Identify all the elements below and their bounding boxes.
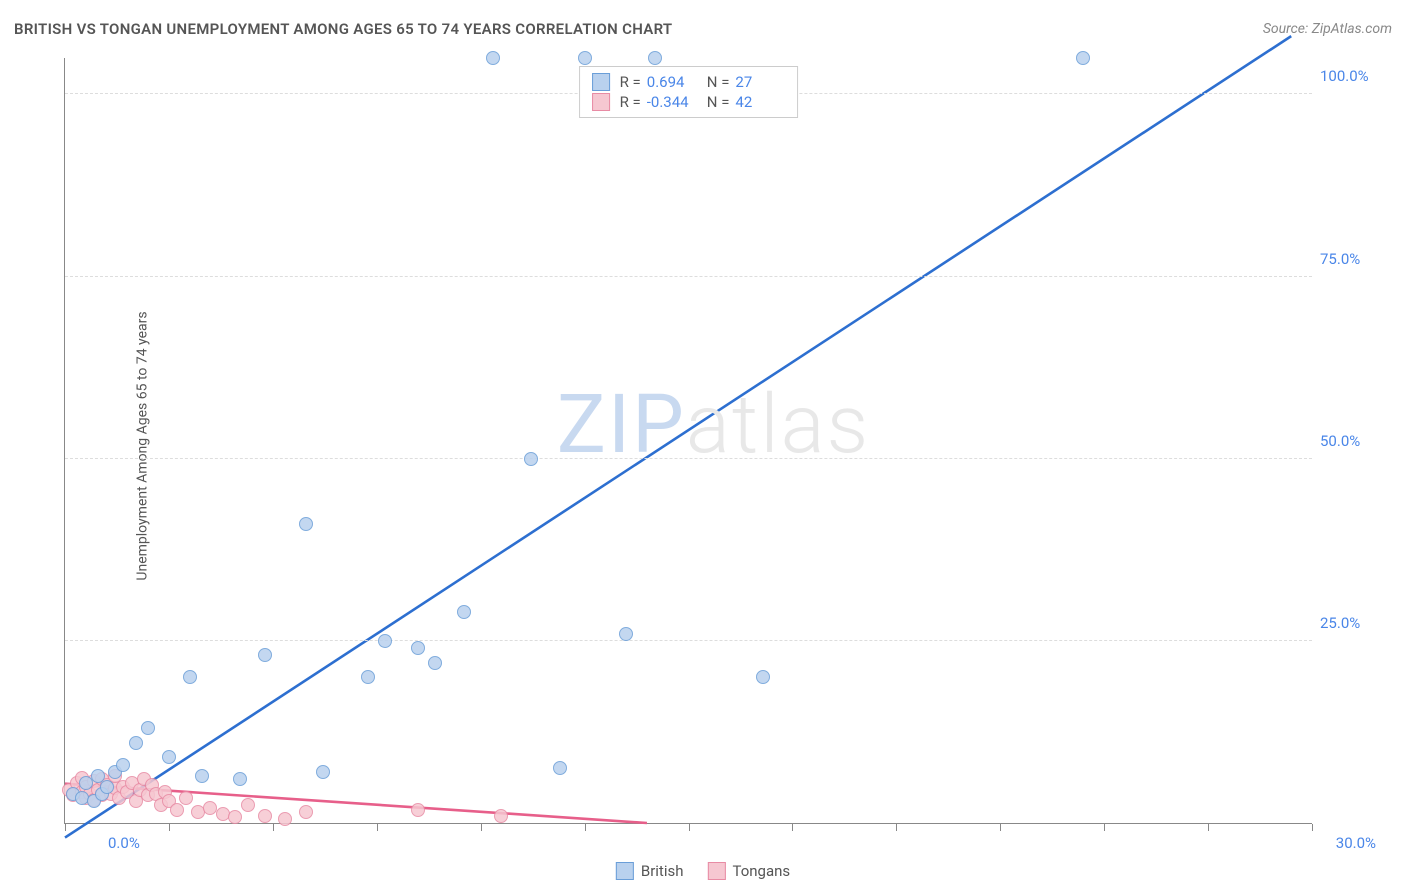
x-tick [169, 824, 170, 831]
data-point [756, 670, 770, 684]
gridline [65, 640, 1312, 641]
data-point [195, 769, 209, 783]
x-tick [1208, 824, 1209, 831]
x-tick [377, 824, 378, 831]
y-tick-label: 100.0% [1320, 67, 1384, 85]
data-point [553, 761, 567, 775]
data-point [428, 656, 442, 670]
data-point [1076, 51, 1090, 65]
x-tick [585, 824, 586, 831]
plot-svg [65, 58, 1312, 823]
data-point [116, 758, 130, 772]
header: BRITISH VS TONGAN UNEMPLOYMENT AMONG AGE… [14, 20, 1392, 38]
x-tick [896, 824, 897, 831]
data-point [258, 809, 272, 823]
swatch-british [592, 73, 610, 91]
x-max-label: 30.0% [1336, 834, 1376, 852]
correlation-legend: R = 0.694 N = 27 R = -0.344 N = 42 [579, 66, 799, 118]
legend-item-british: British [616, 862, 684, 880]
x-tick [273, 824, 274, 831]
x-tick [481, 824, 482, 831]
data-point [100, 780, 114, 794]
data-point [228, 810, 242, 824]
x-tick [792, 824, 793, 831]
x-tick [1312, 824, 1313, 831]
data-point [648, 51, 662, 65]
data-point [141, 721, 155, 735]
data-point [486, 51, 500, 65]
source-label: Source: ZipAtlas.com [1263, 21, 1392, 37]
data-point [361, 670, 375, 684]
x-min-label: 0.0% [108, 834, 140, 852]
data-point [241, 798, 255, 812]
legend-row-british: R = 0.694 N = 27 [592, 72, 786, 92]
chart-title: BRITISH VS TONGAN UNEMPLOYMENT AMONG AGE… [14, 20, 672, 38]
data-point [162, 750, 176, 764]
data-point [411, 641, 425, 655]
data-point [183, 670, 197, 684]
y-tick-label: 50.0% [1320, 432, 1384, 450]
series-legend: British Tongans [616, 862, 790, 880]
data-point [129, 736, 143, 750]
data-point [578, 51, 592, 65]
data-point [278, 812, 292, 826]
data-point [258, 648, 272, 662]
data-point [233, 772, 247, 786]
data-point [524, 452, 538, 466]
data-point [378, 634, 392, 648]
x-tick [1104, 824, 1105, 831]
trendline [65, 36, 1291, 837]
data-point [170, 803, 184, 817]
y-tick-label: 25.0% [1320, 614, 1384, 632]
swatch-british [616, 862, 634, 880]
swatch-tongans [707, 862, 725, 880]
legend-row-tongans: R = -0.344 N = 42 [592, 92, 786, 112]
chart-container: ZIPatlas R = 0.694 N = 27 R = -0.344 N =… [50, 58, 1392, 844]
data-point [299, 517, 313, 531]
data-point [494, 809, 508, 823]
x-tick [1000, 824, 1001, 831]
data-point [619, 627, 633, 641]
data-point [411, 803, 425, 817]
gridline [65, 276, 1312, 277]
y-tick-label: 75.0% [1320, 250, 1384, 268]
x-tick [689, 824, 690, 831]
gridline [65, 458, 1312, 459]
data-point [179, 791, 193, 805]
data-point [316, 765, 330, 779]
plot-area: ZIPatlas R = 0.694 N = 27 R = -0.344 N =… [64, 58, 1312, 824]
x-tick [65, 824, 66, 831]
data-point [299, 805, 313, 819]
swatch-tongans [592, 93, 610, 111]
data-point [457, 605, 471, 619]
legend-item-tongans: Tongans [707, 862, 790, 880]
